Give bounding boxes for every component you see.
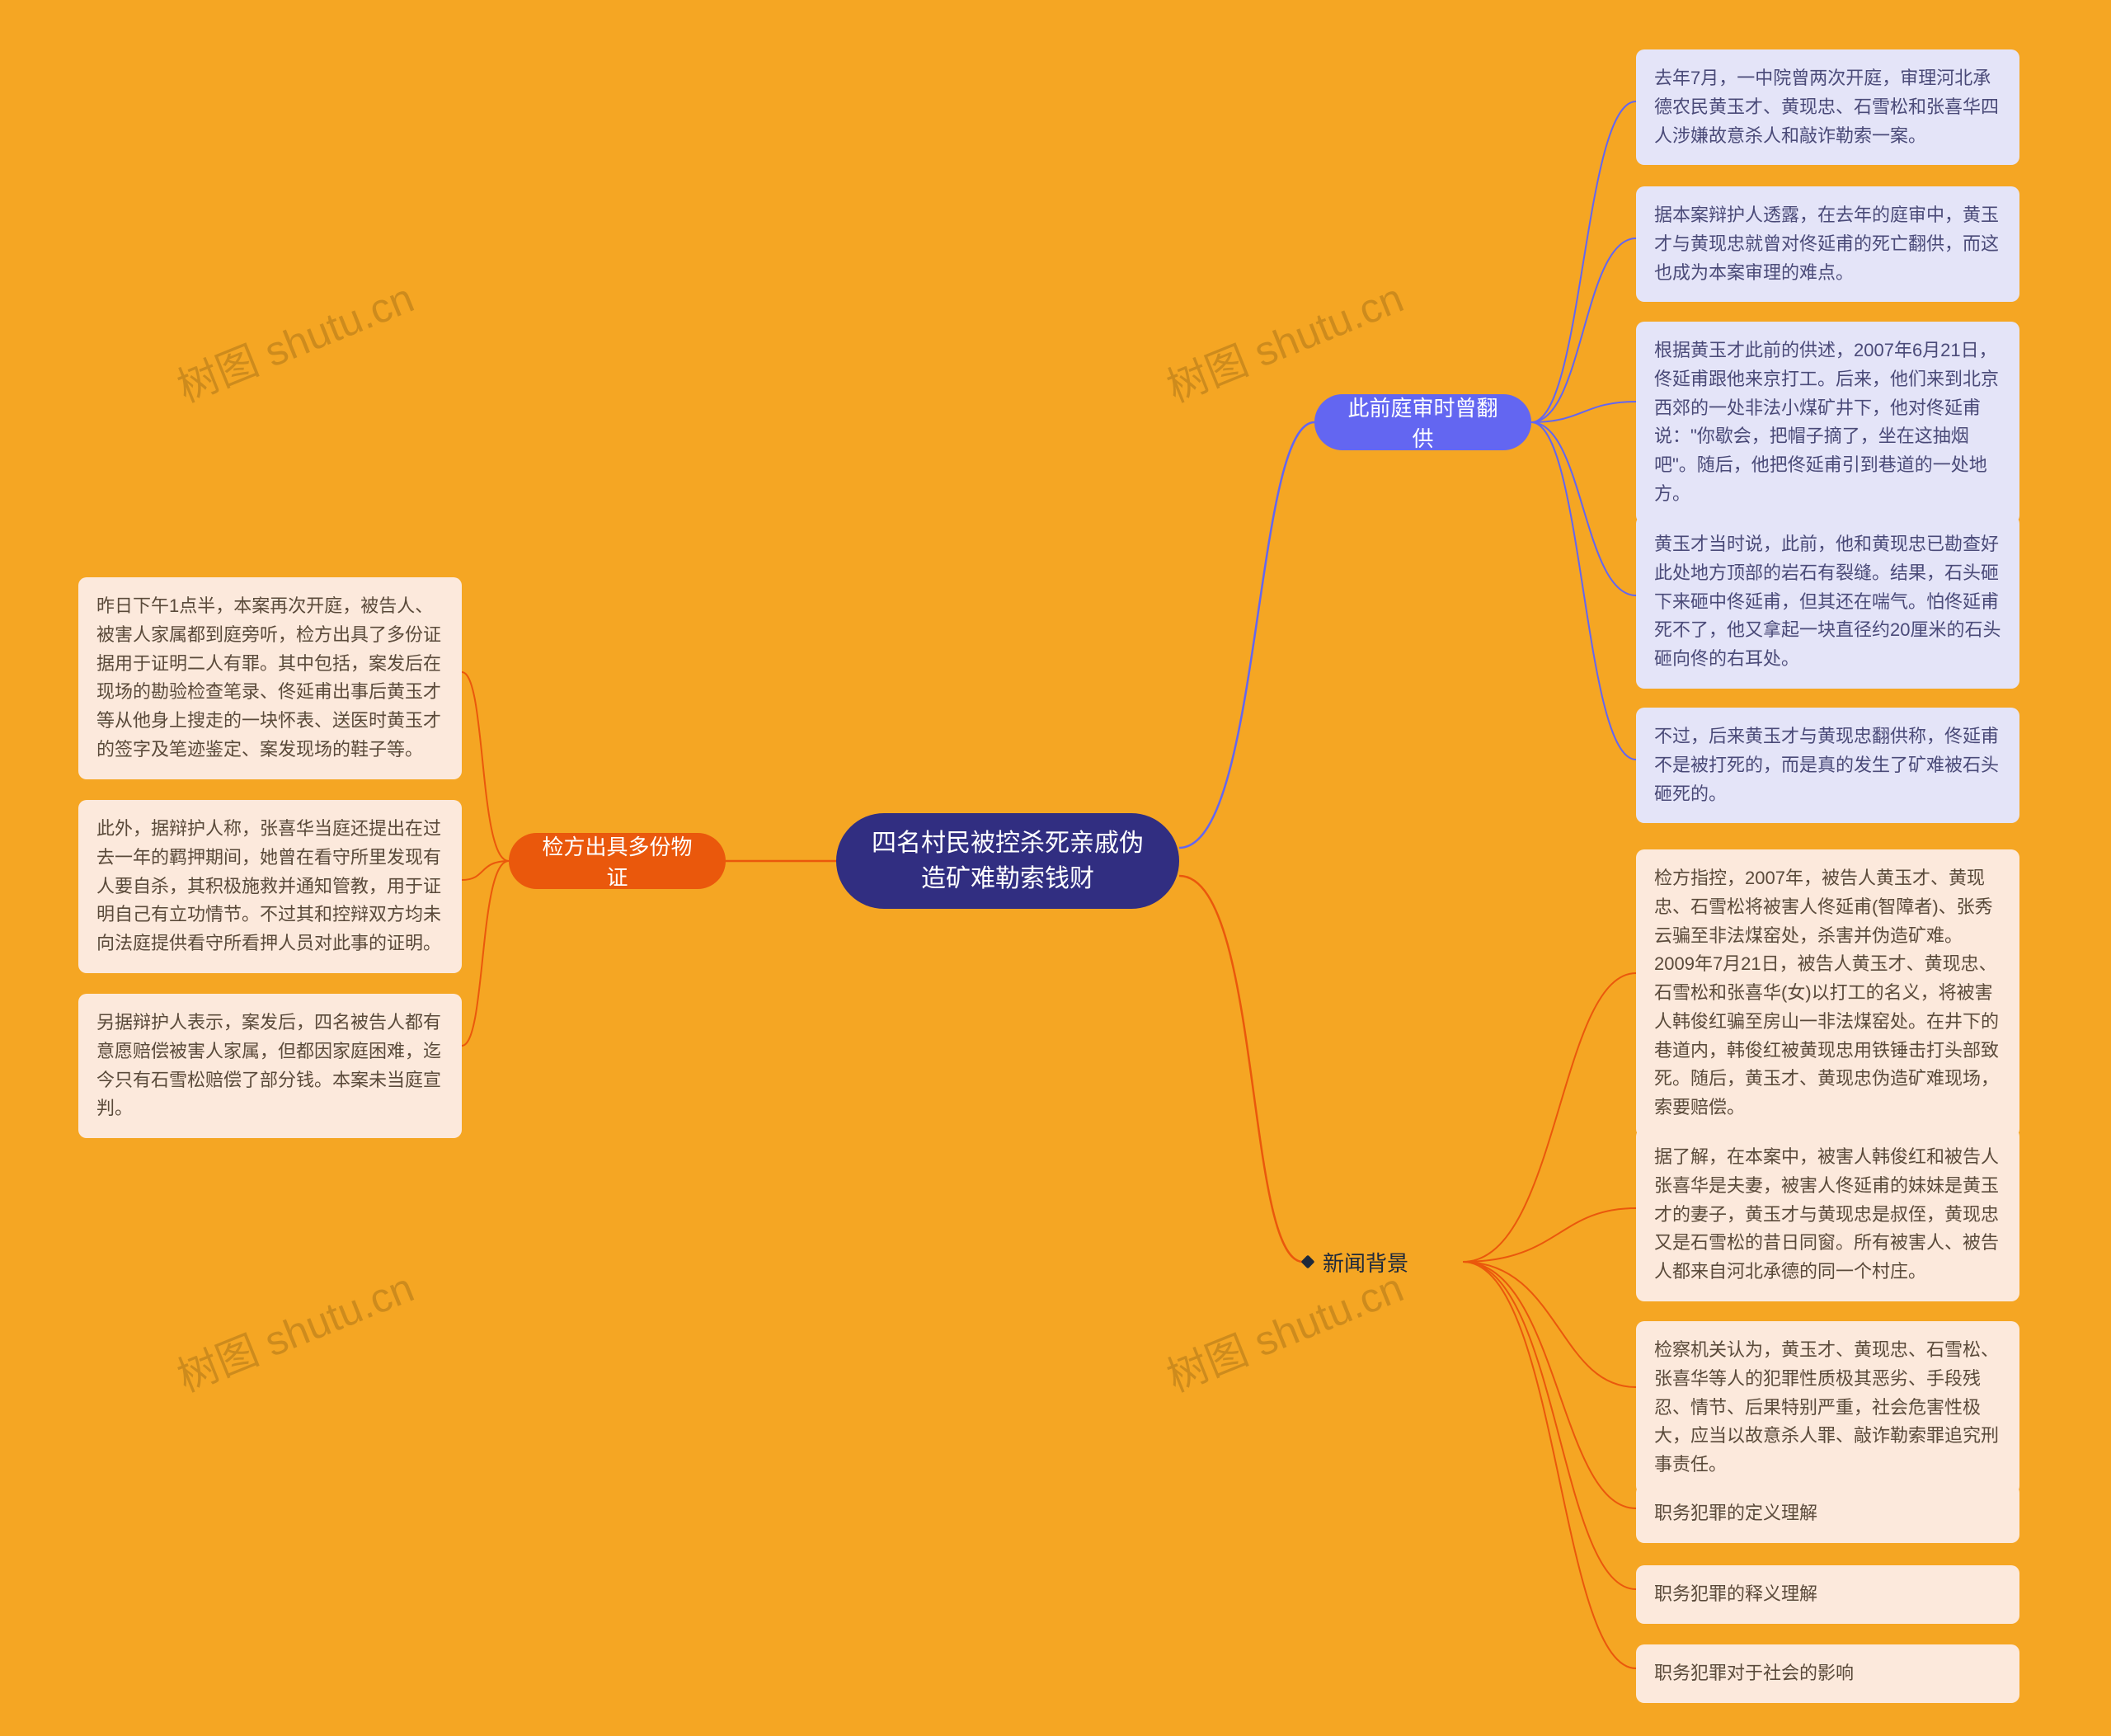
leaf-node[interactable]: 去年7月，一中院曾两次开庭，审理河北承德农民黄玉才、黄现忠、石雪松和张喜华四人涉… — [1636, 49, 2019, 165]
leaf-text: 去年7月，一中院曾两次开庭，审理河北承德农民黄玉才、黄现忠、石雪松和张喜华四人涉… — [1654, 68, 1999, 146]
leaf-text: 据了解，在本案中，被害人韩俊红和被告人张喜华是夫妻，被害人佟延甫的妹妹是黄玉才的… — [1654, 1146, 1999, 1282]
leaf-text: 此外，据辩护人称，张喜华当庭还提出在过去一年的羁押期间，她曾在看守所里发现有人要… — [96, 818, 441, 953]
leaf-node[interactable]: 检方指控，2007年，被告人黄玉才、黄现忠、石雪松将被害人佟延甫(智障者)、张秀… — [1636, 849, 2019, 1137]
branch-label: 检方出具多份物证 — [534, 830, 701, 892]
leaf-node[interactable]: 此外，据辩护人称，张喜华当庭还提出在过去一年的羁押期间，她曾在看守所里发现有人要… — [78, 800, 462, 973]
center-node[interactable]: 四名村民被控杀死亲戚伪造矿难勒索钱财 — [836, 813, 1179, 909]
watermark: 树图 shutu.cn — [167, 266, 421, 414]
leaf-node[interactable]: 另据辩护人表示，案发后，四名被告人都有意愿赔偿被害人家属，但都因家庭困难，迄今只… — [78, 994, 462, 1138]
leaf-node[interactable]: 据了解，在本案中，被害人韩俊红和被告人张喜华是夫妻，被害人佟延甫的妹妹是黄玉才的… — [1636, 1128, 2019, 1301]
leaf-text: 职务犯罪对于社会的影响 — [1654, 1663, 1854, 1683]
branch-label: 新闻背景 — [1323, 1247, 1408, 1277]
branch-node-news-background[interactable]: 新闻背景 — [1323, 1245, 1471, 1278]
leaf-text: 职务犯罪的定义理解 — [1654, 1503, 1817, 1523]
leaf-node[interactable]: 职务犯罪的定义理解 — [1636, 1484, 2019, 1543]
leaf-text: 黄玉才当时说，此前，他和黄现忠已勘查好此处地方顶部的岩石有裂缝。结果，石头砸下来… — [1654, 534, 2001, 669]
leaf-text: 检察机关认为，黄玉才、黄现忠、石雪松、张喜华等人的犯罪性质极其恶劣、手段残忍、情… — [1654, 1339, 1999, 1475]
branch-node-evidence[interactable]: 检方出具多份物证 — [509, 833, 726, 889]
leaf-text: 职务犯罪的释义理解 — [1654, 1583, 1817, 1604]
leaf-node[interactable]: 据本案辩护人透露，在去年的庭审中，黄玉才与黄现忠就曾对佟延甫的死亡翻供，而这也成… — [1636, 186, 2019, 302]
branch-label: 此前庭审时曾翻供 — [1339, 392, 1507, 453]
branch-bullet-icon — [1301, 1255, 1315, 1269]
leaf-node[interactable]: 职务犯罪的释义理解 — [1636, 1565, 2019, 1624]
leaf-text: 不过，后来黄玉才与黄现忠翻供称，佟延甫不是被打死的，而是真的发生了矿难被石头砸死… — [1654, 726, 1999, 804]
leaf-text: 昨日下午1点半，本案再次开庭，被告人、被害人家属都到庭旁听，检方出具了多份证据用… — [96, 595, 441, 760]
leaf-text: 据本案辩护人透露，在去年的庭审中，黄玉才与黄现忠就曾对佟延甫的死亡翻供，而这也成… — [1654, 205, 1999, 283]
leaf-node[interactable]: 职务犯罪对于社会的影响 — [1636, 1644, 2019, 1703]
leaf-node[interactable]: 黄玉才当时说，此前，他和黄现忠已勘查好此处地方顶部的岩石有裂缝。结果，石头砸下来… — [1636, 515, 2019, 689]
leaf-text: 根据黄玉才此前的供述，2007年6月21日，佟延甫跟他来京打工。后来，他们来到北… — [1654, 340, 1999, 504]
center-node-label: 四名村民被控杀死亲戚伪造矿难勒索钱财 — [869, 826, 1146, 897]
watermark: 树图 shutu.cn — [167, 1255, 421, 1404]
leaf-node[interactable]: 根据黄玉才此前的供述，2007年6月21日，佟延甫跟他来京打工。后来，他们来到北… — [1636, 322, 2019, 524]
leaf-node[interactable]: 不过，后来黄玉才与黄现忠翻供称，佟延甫不是被打死的，而是真的发生了矿难被石头砸死… — [1636, 708, 2019, 823]
leaf-node[interactable]: 昨日下午1点半，本案再次开庭，被告人、被害人家属都到庭旁听，检方出具了多份证据用… — [78, 577, 462, 779]
leaf-text: 另据辩护人表示，案发后，四名被告人都有意愿赔偿被害人家属，但都因家庭困难，迄今只… — [96, 1012, 441, 1118]
leaf-node[interactable]: 检察机关认为，黄玉才、黄现忠、石雪松、张喜华等人的犯罪性质极其恶劣、手段残忍、情… — [1636, 1321, 2019, 1494]
leaf-text: 检方指控，2007年，被告人黄玉才、黄现忠、石雪松将被害人佟延甫(智障者)、张秀… — [1654, 868, 1999, 1117]
branch-node-previous-trial[interactable]: 此前庭审时曾翻供 — [1314, 394, 1531, 450]
